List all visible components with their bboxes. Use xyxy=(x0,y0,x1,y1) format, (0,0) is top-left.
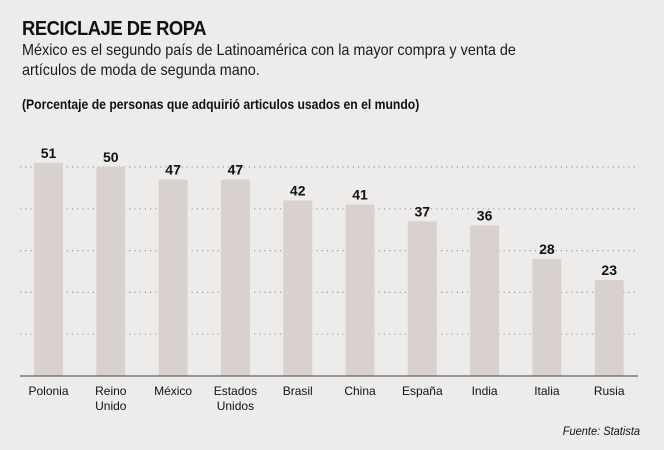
value-label: 23 xyxy=(601,262,617,278)
category-label: México xyxy=(154,384,192,398)
category-label: Polonia xyxy=(28,384,68,398)
category-label: Rusia xyxy=(594,384,625,398)
category-label: China xyxy=(344,384,376,398)
bar xyxy=(158,179,188,376)
value-label: 51 xyxy=(41,145,57,161)
bars xyxy=(34,162,624,376)
bar xyxy=(34,162,63,376)
value-label: 42 xyxy=(290,182,306,198)
value-labels: 51 50 47 47 42 41 37 36 28 23 xyxy=(41,145,617,278)
category-label: España xyxy=(402,384,443,398)
category-labels: Polonia Reino Unido México Estados Unidos Bras… xyxy=(28,384,624,413)
chart-note: (Porcentaje de personas que adquirió art… xyxy=(22,96,420,112)
bar xyxy=(96,167,126,376)
bar xyxy=(220,179,250,376)
bar xyxy=(594,279,624,376)
category-label: India xyxy=(472,384,498,398)
value-label: 37 xyxy=(415,203,431,219)
category-label: Estados Unidos xyxy=(214,384,257,413)
bar xyxy=(345,204,375,376)
bar xyxy=(407,221,437,376)
value-label: 50 xyxy=(103,149,119,165)
category-label: Brasil xyxy=(283,384,313,398)
value-label: 47 xyxy=(228,162,244,178)
source-note: Fuente: Statista xyxy=(562,424,640,438)
bar xyxy=(283,200,313,376)
value-label: 47 xyxy=(165,162,181,178)
bar xyxy=(470,225,500,376)
category-label: Reino Unido xyxy=(95,384,127,413)
value-label: 41 xyxy=(352,187,368,203)
value-label: 36 xyxy=(477,208,493,224)
chart-subtitle: México es el segundo país de Latinoaméri… xyxy=(22,42,516,79)
bar xyxy=(532,258,562,376)
value-label: 28 xyxy=(539,241,555,257)
chart-title: RECICLAJE DE ROPA xyxy=(22,18,207,40)
category-label: Italia xyxy=(534,384,560,398)
